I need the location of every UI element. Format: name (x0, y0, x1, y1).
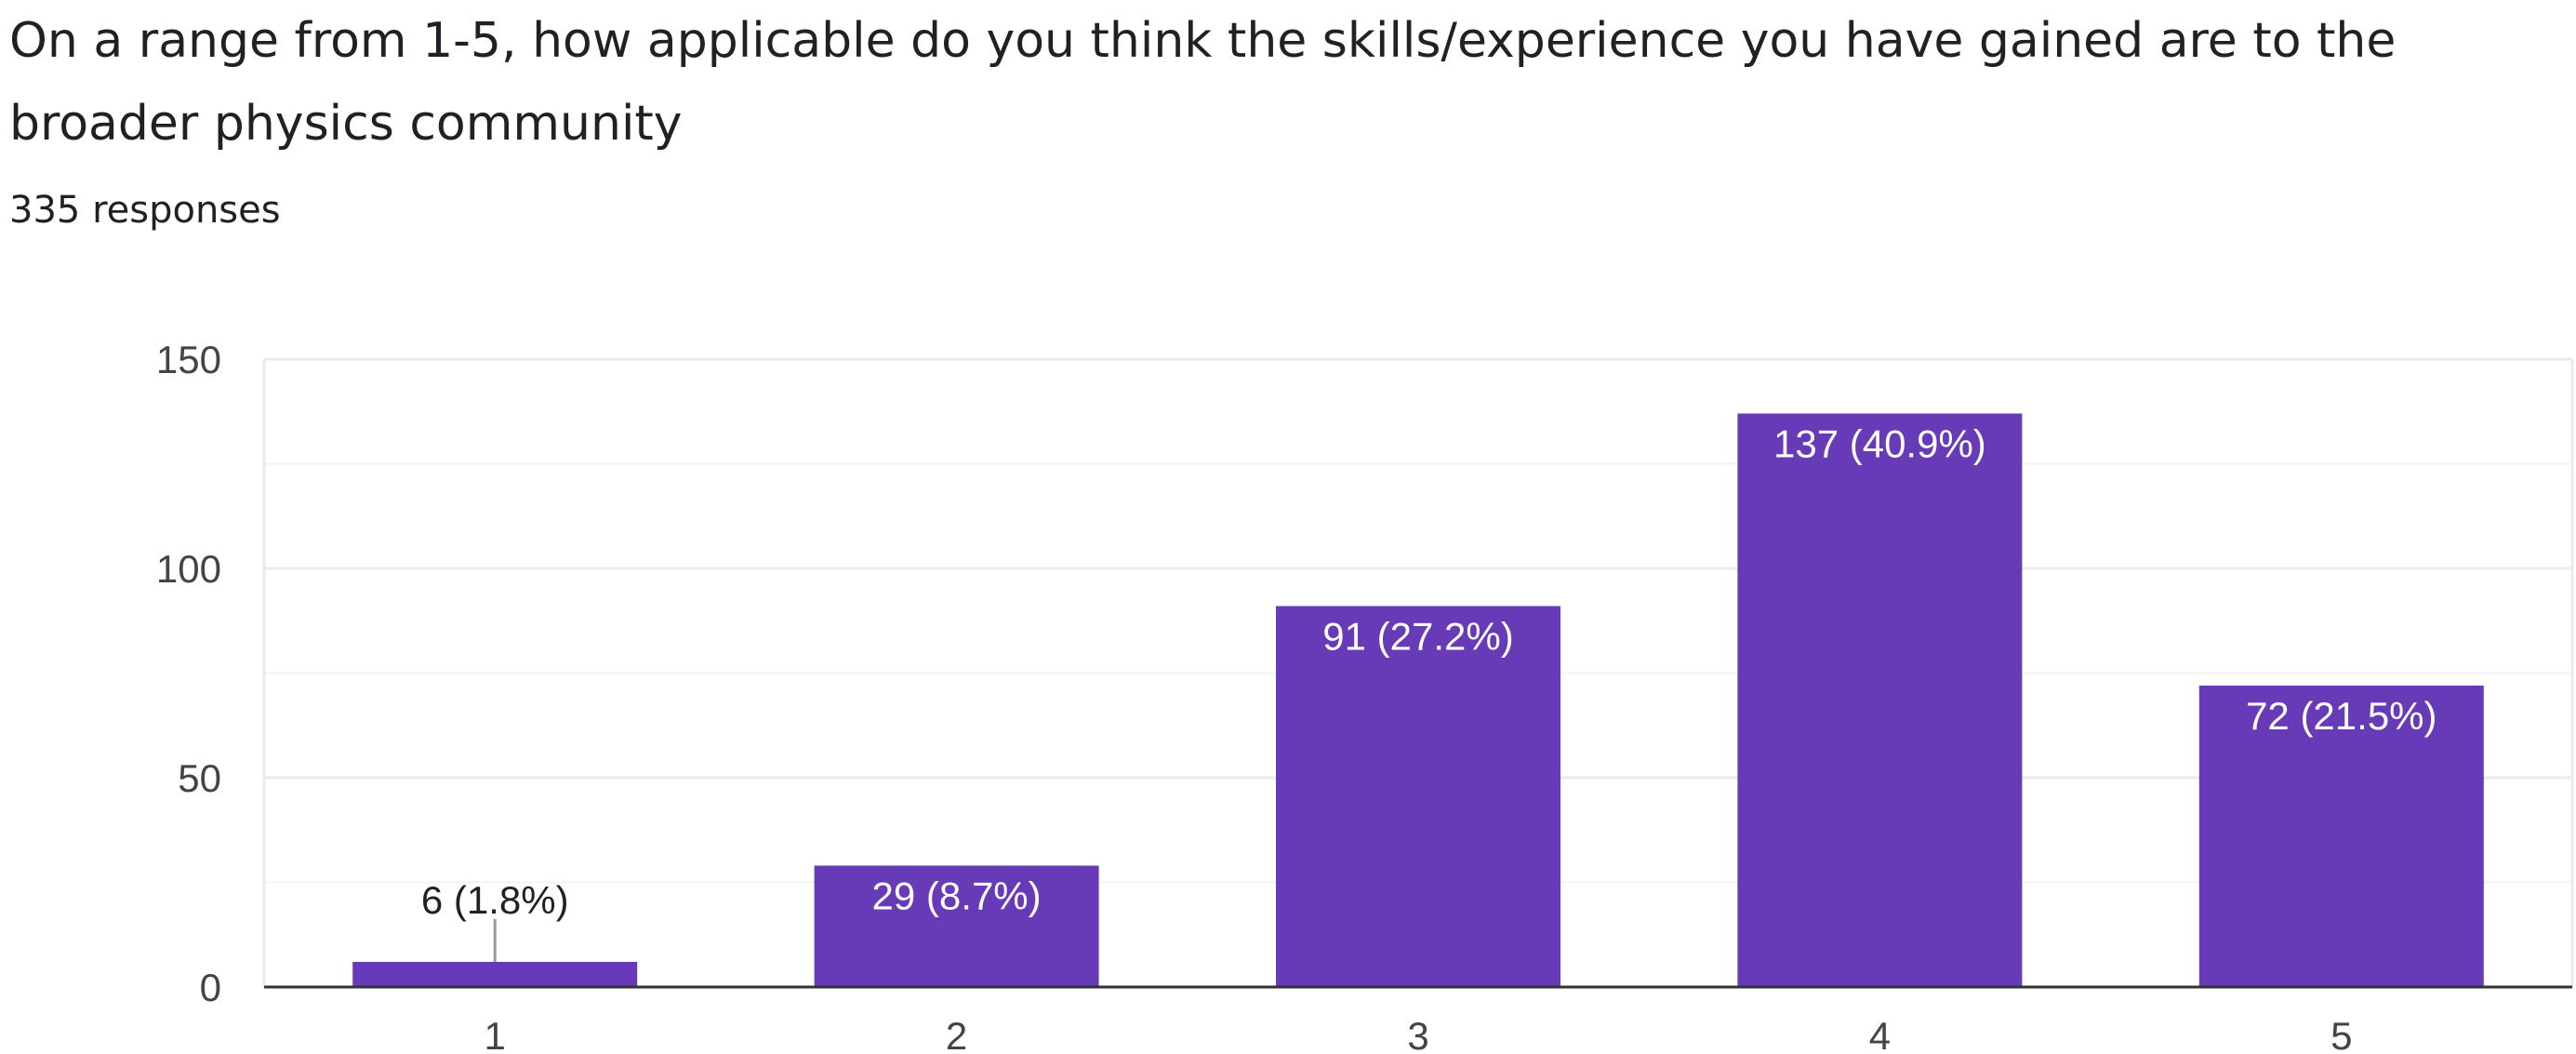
bar (1737, 413, 2023, 987)
bar (2198, 686, 2484, 987)
bar (352, 962, 638, 987)
bars (352, 413, 2484, 987)
question-title: On a range from 1-5, how applicable do y… (9, 13, 2397, 152)
x-tick-label: 5 (2330, 1014, 2352, 1054)
response-count: 335 responses (9, 189, 281, 232)
data-label: 72 (21.5%) (2246, 694, 2437, 738)
data-label: 91 (27.2%) (1322, 615, 1513, 659)
data-labels: 6 (1.8%) 29 (8.7%) 91 (27.2%) 137 (40.9%) 72… (421, 422, 2437, 962)
x-tick-label: 3 (1407, 1014, 1428, 1054)
y-tick-label: 150 (156, 338, 221, 381)
y-tick-label: 50 (178, 756, 221, 800)
data-label: 6 (1.8%) (421, 878, 569, 922)
x-tick-label: 1 (485, 1014, 506, 1054)
data-label: 29 (8.7%) (872, 874, 1042, 918)
x-tick-label: 2 (946, 1014, 967, 1054)
bar (814, 865, 1099, 987)
bar (1276, 606, 1560, 987)
y-tick-label: 100 (156, 547, 221, 591)
x-tick-label: 4 (1869, 1014, 1891, 1054)
data-label: 137 (40.9%) (1773, 422, 1986, 466)
axes: 0 50 100 150 1 2 3 4 5 (156, 338, 2572, 1054)
y-tick-label: 0 (200, 966, 221, 1009)
